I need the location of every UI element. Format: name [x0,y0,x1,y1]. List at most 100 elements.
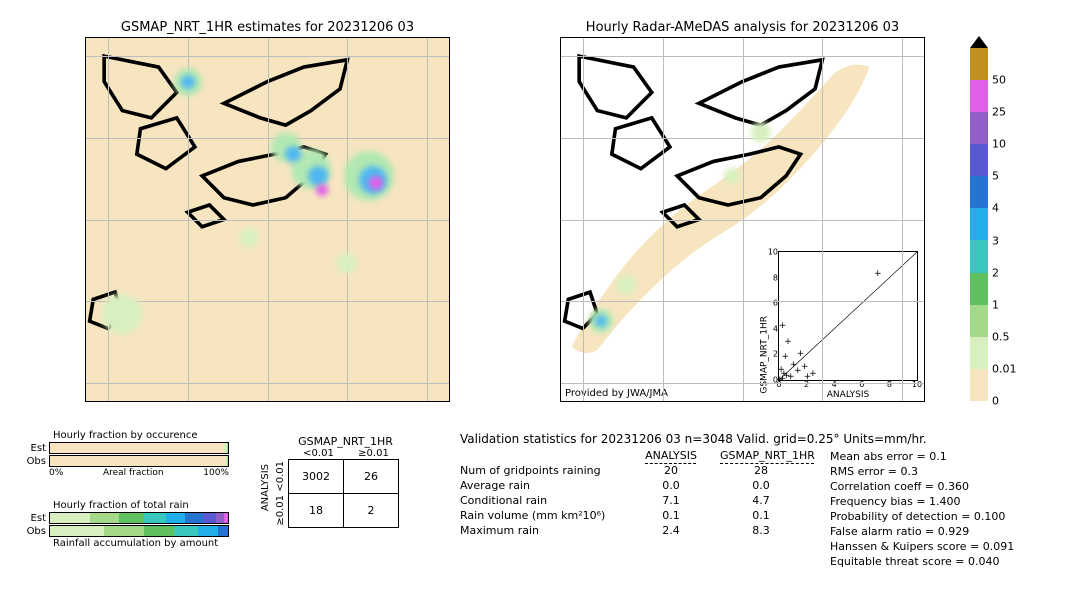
colorbar-segment [970,80,988,112]
ytick: 30°N [560,295,561,308]
rain-blob [102,294,142,334]
stats-cell: 28 [720,463,810,478]
ctable-cell-11: 2 [344,494,399,528]
ctable-cell-00: 3002 [289,460,344,494]
bar-segment [227,443,228,453]
barset-total-rain: Hourly fraction of total rain EstObsRain… [25,500,235,550]
rain-blob [285,146,301,162]
bar-segment [227,456,228,466]
bar-row-label: Obs [25,456,49,467]
ctable-cell-10: 18 [289,494,344,528]
xtick: 125°E [566,401,599,402]
xtick: 140°E [806,401,839,402]
validation-stats: Validation statistics for 20231206 03 n=… [460,432,1060,538]
rain-blob [724,168,740,184]
bar-segment [50,443,224,453]
ytick: 25°N [85,376,86,389]
bar-row-label: Obs [25,526,49,537]
ctable-colh-1: ≥0.01 [346,448,401,459]
ctable-ylabel: ANALYSIS [260,464,271,511]
barset-occurrence: Hourly fraction by occurence EstObs0%Are… [25,430,235,478]
bar-axis-label: 0% [49,468,63,478]
inset-xtick: 6 [859,380,864,389]
inset-xtick: 10 [912,380,922,389]
bar-row-label: Est [25,513,49,524]
xtick: 145°E [885,401,918,402]
left-map-title: GSMAP_NRT_1HR estimates for 20231206 03 [85,20,450,35]
colorbar-tick: 0 [992,395,999,408]
ytick: 25°N [560,376,561,389]
xtick: 125°E [91,401,124,402]
xtick: 140°E [331,401,364,402]
stats-cell: 2.4 [630,523,720,538]
metric-line: Frequency bias = 1.400 [830,495,1014,508]
colorbar-tick: 2 [992,266,999,279]
xtick: 130°E [646,401,679,402]
metric-line: Probability of detection = 0.100 [830,510,1014,523]
scatter-point: + [779,323,785,329]
left-map-panel: GSMAP_NRT_1HR estimates for 20231206 03 … [85,20,450,402]
stats-cell: Conditional rain [460,493,630,508]
bar1-title: Hourly fraction by occurence [53,430,235,441]
metric-line: RMS error = 0.3 [830,465,1014,478]
right-map: Provided by JWA/JMA ANALYSIS GSMAP_NRT_1… [560,37,925,402]
right-map-panel: Hourly Radar-AMeDAS analysis for 2023120… [560,20,925,402]
rain-blob [181,75,195,89]
colorbar-segment [970,369,988,401]
inset-xtick: 8 [887,380,892,389]
stats-cell: Rain volume (mm km²10⁶) [460,508,630,523]
scatter-point: + [787,374,793,380]
metric-line: Correlation coeff = 0.360 [830,480,1014,493]
colorbar-tick: 3 [992,234,999,247]
bar-segment [216,513,224,523]
colorbar-segment [970,273,988,305]
stats-cell: 7.1 [630,493,720,508]
colorbar-tick: 0.5 [992,330,1010,343]
ytick: 35°N [85,213,86,226]
scatter-point: + [797,351,803,357]
inset-xtick: 4 [832,380,837,389]
colorbar-segment [970,112,988,144]
ytick: 40°N [85,131,86,144]
ytick: 30°N [85,295,86,308]
ctable-cell-01: 26 [344,460,399,494]
scatter-point: + [782,354,788,360]
colorbar-segment [970,240,988,272]
bar-segment [218,526,228,536]
ytick: 45°N [560,50,561,63]
colorbar-tick: 10 [992,138,1006,151]
bar-axis-label: Areal fraction [103,468,164,478]
bar-segment [174,526,199,536]
attribution: Provided by JWA/JMA [565,388,668,399]
colorbar-segment [970,337,988,369]
bar [49,442,229,454]
colorbar-segment [970,176,988,208]
colorbar-segment [970,144,988,176]
bar-segment [224,513,228,523]
scatter-diagonal [779,252,917,380]
right-map-title: Hourly Radar-AMeDAS analysis for 2023120… [560,20,925,35]
inset-ytick: 10 [768,248,779,257]
stats-cell: 0.1 [720,508,810,523]
stats-cell: 0.0 [720,478,810,493]
metric-line: False alarm ratio = 0.929 [830,525,1014,538]
stats-cell: 0.0 [630,478,720,493]
metric-line: Hanssen & Kuipers score = 0.091 [830,540,1014,553]
stats-cell: Maximum rain [460,523,630,538]
inset-ytick: 2 [773,350,779,359]
stats-cell: Average rain [460,478,630,493]
ytick: 35°N [560,213,561,226]
contingency-table: GSMAP_NRT_1HR ANALYSIS <0.01 ≥0.01 <0.01… [260,435,401,528]
stats-cell: 8.3 [720,523,810,538]
ytick: 45°N [85,50,86,63]
ctable-rowh-1: ≥0.01 [275,495,286,526]
bar-segment [144,526,174,536]
metrics-block: Mean abs error = 0.1RMS error = 0.3Corre… [830,450,1014,570]
scatter-point: + [874,271,880,277]
colorbar-segment [970,208,988,240]
stats-title: Validation statistics for 20231206 03 n=… [460,432,1060,446]
bar-segment [90,513,120,523]
bar-segment [104,526,144,536]
bar-segment [50,456,225,466]
scatter-point: + [784,339,790,345]
